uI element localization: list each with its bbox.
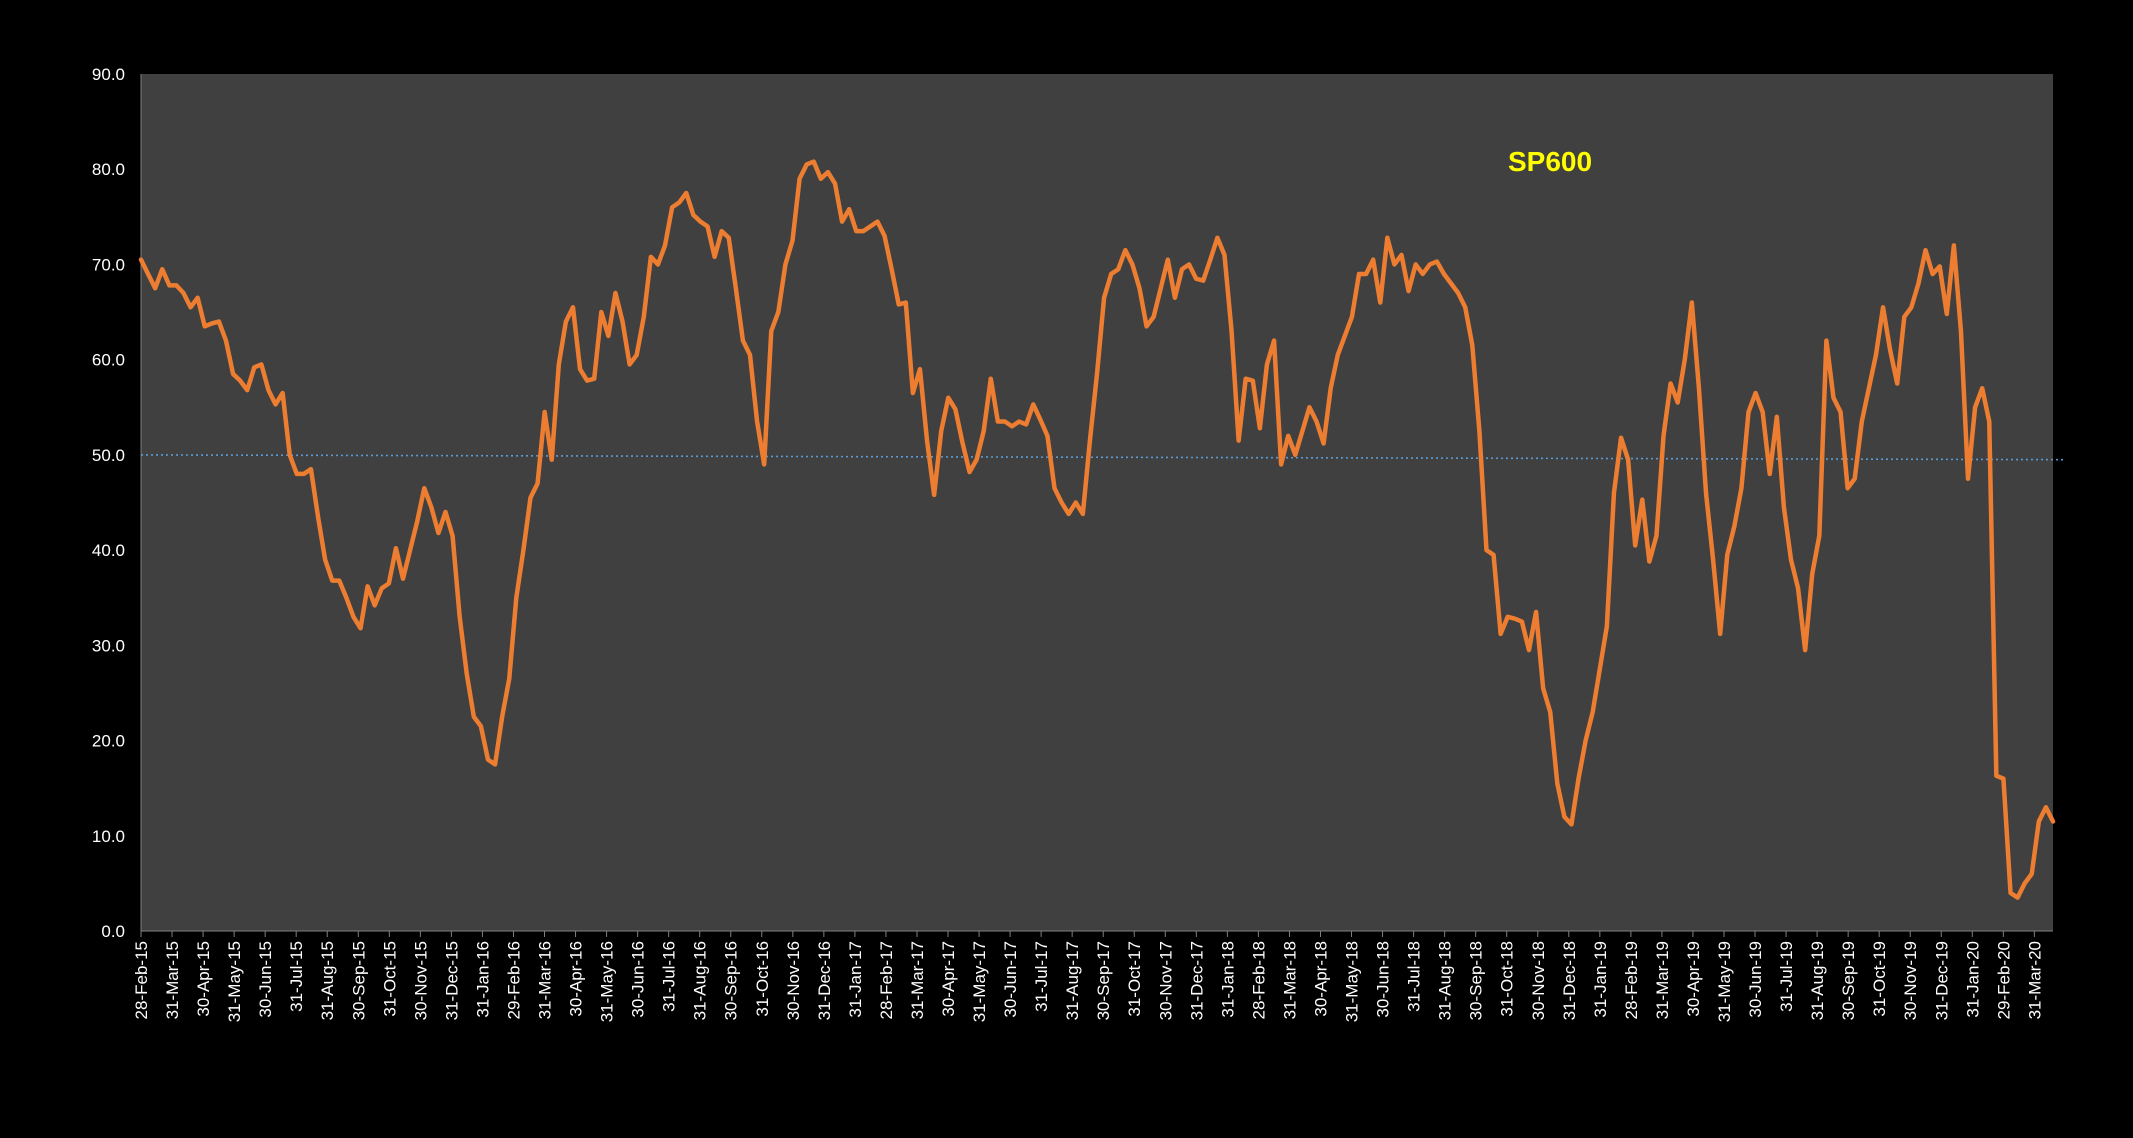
x-tick-label: 29-Feb-16 — [504, 941, 523, 1019]
x-tick-label: 30-Jun-17 — [1001, 941, 1020, 1018]
x-tick-label: 31-Jul-15 — [287, 941, 306, 1012]
x-tick-label: 30-Nov-17 — [1156, 941, 1175, 1020]
series-line — [138, 159, 2056, 900]
x-tick-label: 31-Aug-19 — [1808, 941, 1827, 1020]
series-annotation: SP600 — [1508, 146, 1592, 177]
x-tick-label: 31-Jan-19 — [1591, 941, 1610, 1018]
x-tick-label: 31-Oct-19 — [1870, 941, 1889, 1017]
x-tick-label: 31-Mar-15 — [163, 941, 182, 1019]
x-tick-label: 31-Mar-17 — [908, 941, 927, 1019]
x-tick-label: 28-Feb-19 — [1622, 941, 1641, 1019]
y-tick-label: 0.0 — [101, 922, 125, 941]
x-tick-label: 30-Jun-18 — [1374, 941, 1393, 1018]
y-tick-label: 70.0 — [92, 255, 125, 274]
x-tick-label: 31-Oct-16 — [753, 941, 772, 1017]
x-tick-label: 30-Nov-19 — [1901, 941, 1920, 1020]
x-axis: 28-Feb-15 31-Mar-15 30-Apr-15 31-May-15 30-J… — [132, 930, 2053, 1022]
x-tick-label: 30-Jun-16 — [629, 941, 648, 1018]
x-tick-label: 31-Jan-16 — [473, 941, 492, 1018]
x-tick-label: 31-Dec-15 — [442, 941, 461, 1020]
x-tick-label: 31-May-18 — [1343, 941, 1362, 1022]
x-tick-label: 31-Dec-16 — [815, 941, 834, 1020]
x-tick-label: 30-Sep-19 — [1839, 941, 1858, 1020]
x-tick-label: 30-Nov-15 — [411, 941, 430, 1020]
x-tick-label: 30-Apr-17 — [939, 941, 958, 1017]
x-tick-label: 30-Sep-15 — [349, 941, 368, 1020]
x-tick-label: 30-Jun-15 — [256, 941, 275, 1018]
x-tick-label: 31-May-15 — [225, 941, 244, 1022]
x-tick-label: 31-Mar-18 — [1280, 941, 1299, 1019]
y-axis: 0.0 10.0 20.0 30.0 40.0 50.0 60.0 70.0 80.0 90.0 — [92, 65, 142, 941]
x-tick-label: 31-May-16 — [598, 941, 617, 1022]
x-tick-label: 31-May-17 — [970, 941, 989, 1022]
x-tick-label: 31-Oct-15 — [380, 941, 399, 1017]
x-tick-label: 31-Aug-17 — [1063, 941, 1082, 1020]
x-tick-label: 30-Apr-18 — [1311, 941, 1330, 1017]
x-tick-label: 31-Jan-17 — [846, 941, 865, 1018]
x-tick-label: 28-Feb-18 — [1249, 941, 1268, 1019]
x-tick-label: 30-Sep-18 — [1467, 941, 1486, 1020]
x-tick-label: 31-Mar-16 — [536, 941, 555, 1019]
x-tick-label: 31-Jul-17 — [1032, 941, 1051, 1012]
x-tick-label: 31-Dec-19 — [1932, 941, 1951, 1020]
y-tick-label: 60.0 — [92, 351, 125, 370]
x-tick-label: 31-Aug-16 — [691, 941, 710, 1020]
x-tick-label: 30-Apr-16 — [567, 941, 586, 1017]
x-tick-label: 30-Sep-16 — [722, 941, 741, 1020]
x-tick-label: 31-Mar-19 — [1653, 941, 1672, 1019]
x-tick-label: 30-Jun-19 — [1746, 941, 1765, 1018]
x-tick-label: 28-Feb-17 — [877, 941, 896, 1019]
x-tick-label: 31-May-19 — [1715, 941, 1734, 1022]
x-tick-label: 28-Feb-15 — [132, 941, 151, 1019]
x-tick-label: 29-Feb-20 — [1994, 941, 2013, 1019]
x-tick-label: 30-Sep-17 — [1094, 941, 1113, 1020]
x-tick-label: 31-Oct-17 — [1125, 941, 1144, 1017]
x-tick-label: 31-Dec-18 — [1560, 941, 1579, 1020]
x-tick-label: 31-Jan-20 — [1963, 941, 1982, 1018]
x-tick-label: 31-Mar-20 — [2025, 941, 2044, 1019]
plot-area — [141, 74, 2053, 931]
x-tick-label: 31-Dec-17 — [1187, 941, 1206, 1020]
y-tick-label: 10.0 — [92, 827, 125, 846]
y-tick-label: 40.0 — [92, 541, 125, 560]
x-tick-label: 31-Aug-15 — [318, 941, 337, 1020]
x-tick-label: 31-Jan-18 — [1218, 941, 1237, 1018]
x-tick-label: 30-Nov-18 — [1529, 941, 1548, 1020]
x-tick-label: 31-Jul-16 — [660, 941, 679, 1012]
y-tick-label: 90.0 — [92, 65, 125, 84]
x-tick-label: 30-Apr-15 — [194, 941, 213, 1017]
x-tick-label: 31-Jul-18 — [1405, 941, 1424, 1012]
x-tick-label: 31-Oct-18 — [1498, 941, 1517, 1017]
x-tick-label: 31-Aug-18 — [1436, 941, 1455, 1020]
x-tick-label: 30-Nov-16 — [784, 941, 803, 1020]
x-tick-label: 31-Jul-19 — [1777, 941, 1796, 1012]
y-tick-label: 20.0 — [92, 732, 125, 751]
y-tick-label: 50.0 — [92, 446, 125, 465]
x-tick-label: 30-Apr-19 — [1684, 941, 1703, 1017]
y-tick-label: 80.0 — [92, 160, 125, 179]
y-tick-label: 30.0 — [92, 636, 125, 655]
